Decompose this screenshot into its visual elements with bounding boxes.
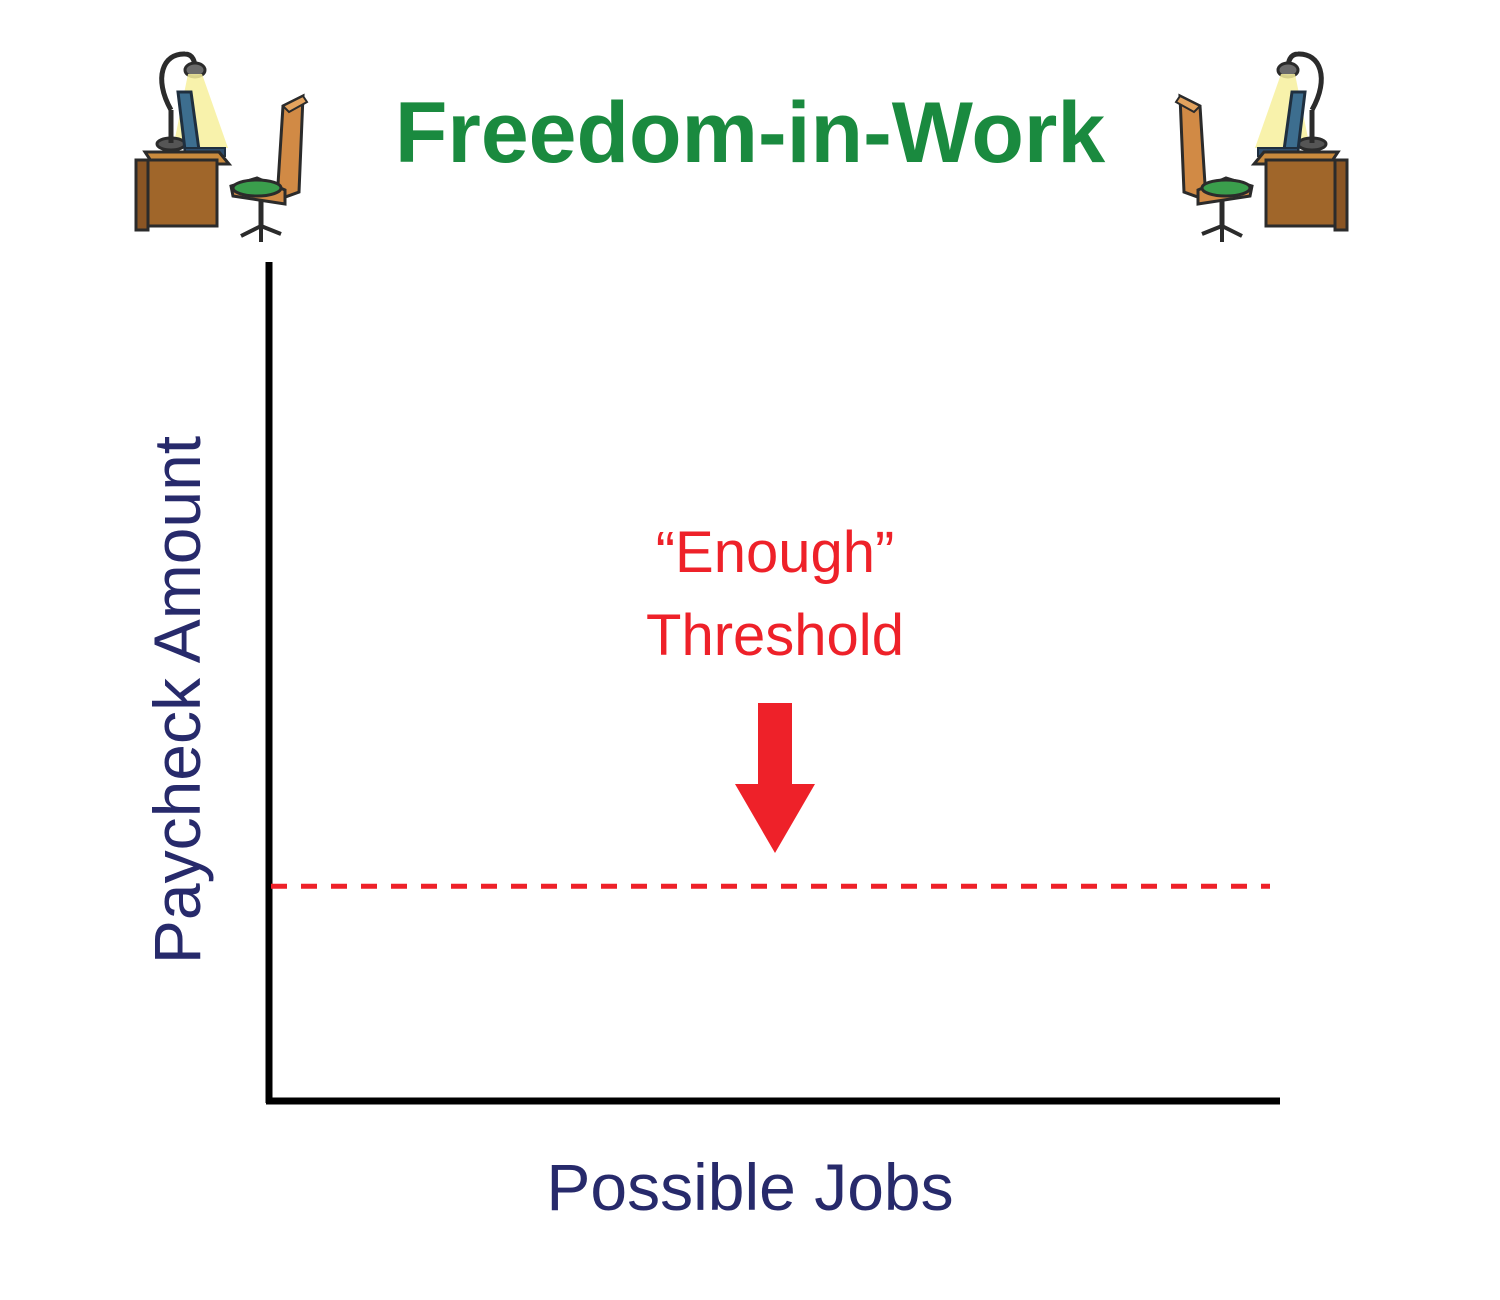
threshold-annotation-line-2: Threshold	[646, 603, 904, 668]
y-axis-label: Paycheck Amount	[140, 436, 214, 964]
x-axis-label: Possible Jobs	[546, 1150, 953, 1224]
threshold-annotation-line-1: “Enough”	[656, 520, 895, 585]
chart-title: Freedom-in-Work	[395, 85, 1106, 181]
down-arrow-icon	[735, 703, 815, 853]
desk-lamp-chair-icon	[1176, 54, 1347, 242]
desk-lamp-chair-icon	[136, 54, 307, 242]
